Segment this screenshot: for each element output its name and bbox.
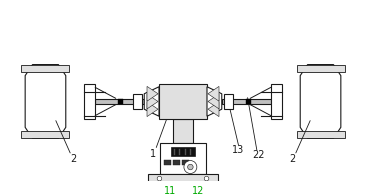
Polygon shape [207, 87, 222, 116]
Text: 11: 11 [164, 186, 176, 195]
Bar [222, 99, 271, 104]
Text: 2: 2 [290, 154, 296, 164]
Bar [95, 99, 144, 104]
Bar [173, 160, 180, 165]
Bar [182, 160, 190, 165]
Text: 12: 12 [191, 186, 204, 195]
Bar [296, 131, 344, 138]
Polygon shape [208, 86, 219, 101]
Bar [148, 174, 218, 183]
Bar [118, 99, 123, 104]
Polygon shape [147, 86, 158, 101]
Bar [164, 160, 171, 165]
Bar [173, 119, 193, 143]
Bar [171, 147, 195, 156]
Bar [22, 131, 70, 138]
Text: 13: 13 [232, 145, 244, 155]
Bar [203, 183, 214, 188]
Polygon shape [25, 65, 66, 138]
Text: 2: 2 [70, 154, 76, 164]
Polygon shape [208, 102, 219, 117]
Bar [160, 143, 206, 174]
Polygon shape [147, 102, 158, 117]
Bar [296, 65, 344, 72]
Polygon shape [208, 94, 219, 109]
Polygon shape [144, 87, 159, 116]
Bar [246, 99, 251, 104]
Text: 22: 22 [253, 150, 265, 160]
Polygon shape [147, 94, 158, 109]
Bar [159, 84, 207, 119]
Bar [224, 94, 233, 109]
Polygon shape [300, 65, 341, 138]
Bar [22, 65, 70, 72]
Bar [271, 84, 282, 119]
Circle shape [184, 160, 197, 174]
Circle shape [204, 176, 209, 181]
Circle shape [188, 164, 193, 170]
Bar [84, 84, 95, 119]
Bar [133, 94, 142, 109]
Text: 1: 1 [150, 149, 157, 159]
Circle shape [157, 176, 162, 181]
Bar [152, 183, 163, 188]
